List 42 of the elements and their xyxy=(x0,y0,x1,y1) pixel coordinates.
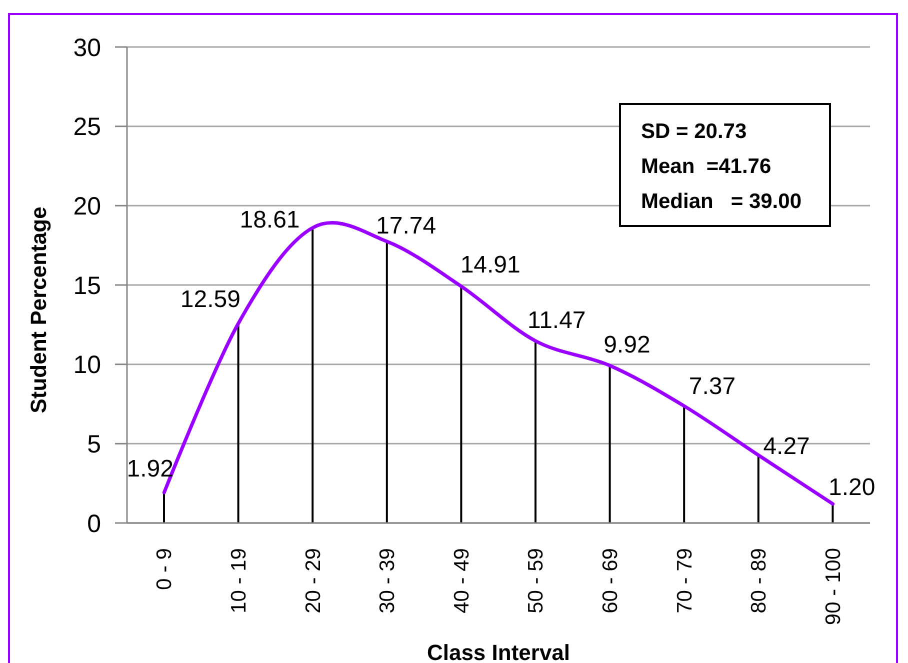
bar xyxy=(163,492,165,523)
x-tick-label: 0 - 9 xyxy=(152,548,176,590)
bar xyxy=(312,228,314,523)
y-tick-label: 5 xyxy=(87,430,101,459)
bar xyxy=(386,242,388,523)
annotation: Median = 39.00 xyxy=(641,189,802,215)
data-label: 17.74 xyxy=(376,212,436,240)
y-tick-label: 20 xyxy=(73,192,101,221)
x-tick-label: 40 - 49 xyxy=(450,548,473,614)
y-tick-label: 0 xyxy=(87,510,101,538)
data-label: 18.61 xyxy=(240,206,300,234)
x-axis-title: Class Interval xyxy=(426,640,570,663)
bar xyxy=(237,323,240,523)
x-tick-label: 80 - 89 xyxy=(747,548,770,614)
data-label: 9.92 xyxy=(604,332,650,359)
y-tick-label: 15 xyxy=(73,272,101,300)
x-tick-label: 90 - 100 xyxy=(821,548,844,626)
data-label: 14.91 xyxy=(460,251,520,278)
data-label: 1.92 xyxy=(126,456,174,483)
annotation: SD = 20.73 xyxy=(641,119,748,145)
x-tick-label: 70 - 79 xyxy=(672,548,696,614)
data-label: 4.27 xyxy=(763,433,810,460)
y-axis-title: Student Percentage xyxy=(26,206,50,414)
x-tick-label: 60 - 69 xyxy=(598,548,622,614)
y-tick-label: 30 xyxy=(73,34,101,62)
x-tick-label: 10 - 19 xyxy=(226,548,250,614)
y-tick-label: 25 xyxy=(73,113,101,142)
bar xyxy=(683,406,686,523)
x-tick-label: 20 - 29 xyxy=(301,548,324,614)
note-box: SD = 20.73 Mean =41.76 Median = 39.00 xyxy=(619,103,831,227)
x-tick-label: 50 - 59 xyxy=(524,548,548,614)
y-tick-label: 10 xyxy=(73,351,101,380)
annotation: Mean =41.76 xyxy=(641,154,772,180)
data-label: 1.20 xyxy=(828,474,876,501)
data-label: 12.59 xyxy=(180,286,240,314)
bar xyxy=(608,366,611,523)
data-label: 7.37 xyxy=(688,373,736,400)
bar xyxy=(534,341,536,523)
x-tick-label: 30 - 39 xyxy=(376,548,399,614)
bar xyxy=(460,286,462,523)
data-label: 11.47 xyxy=(528,307,586,334)
bar xyxy=(757,455,760,523)
